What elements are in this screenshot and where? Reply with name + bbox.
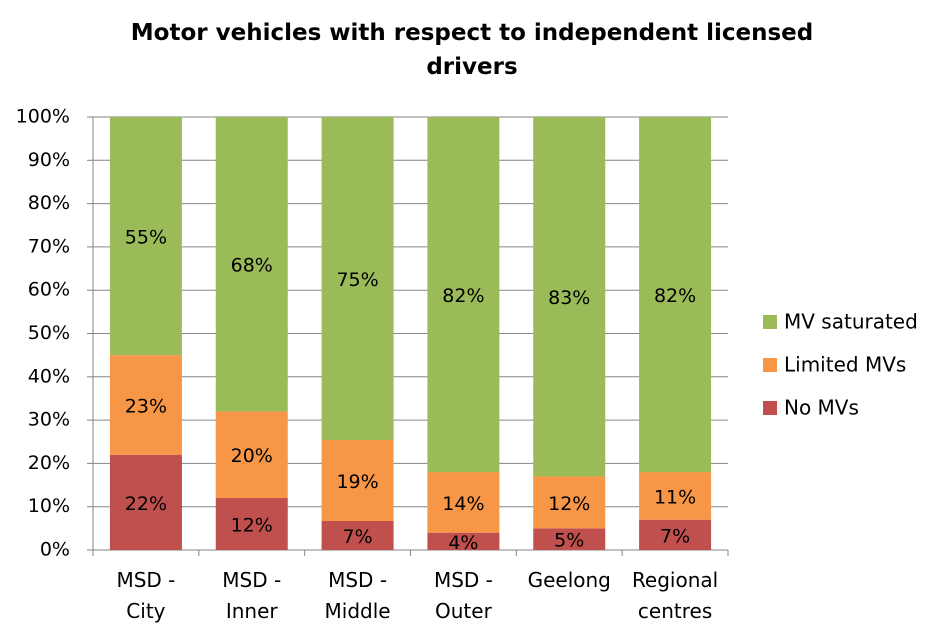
bar-segment (533, 528, 606, 550)
y-tick-label: 40% (28, 365, 70, 387)
y-tick-label: 80% (28, 192, 70, 214)
data-label: 12% (231, 515, 273, 537)
x-tick-label: MSD - Inner (222, 568, 282, 623)
bar-segment (109, 454, 182, 550)
data-label: 68% (231, 255, 273, 277)
bar-segment (215, 117, 288, 412)
data-label: 83% (548, 287, 590, 309)
y-tick-label: 60% (28, 279, 70, 301)
y-tick-label: 100% (16, 106, 70, 128)
bar-segment (321, 117, 394, 441)
data-label: 14% (442, 493, 484, 515)
legend-swatch (763, 315, 777, 329)
x-tick-label: Geelong (527, 568, 611, 592)
x-tick-label: MSD - City (116, 568, 176, 623)
y-tick-label: 70% (28, 235, 70, 257)
data-label: 82% (654, 285, 696, 307)
legend-swatch (763, 358, 777, 372)
data-label: 20% (231, 445, 273, 467)
bar-segment (639, 117, 712, 473)
data-label: 22% (125, 493, 167, 515)
y-tick-label: 20% (28, 452, 70, 474)
legend-swatch (763, 401, 777, 415)
bar-segment (109, 117, 182, 356)
bar-segment (639, 519, 712, 550)
data-label: 7% (343, 526, 373, 548)
data-label: 55% (125, 227, 167, 249)
data-label: 5% (554, 530, 584, 552)
data-label: 23% (125, 395, 167, 417)
x-tick-label: MSD - Middle (324, 568, 391, 623)
data-label: 11% (654, 486, 696, 508)
legend-label: No MVs (784, 396, 859, 420)
x-tick-label: MSD - Outer (433, 568, 493, 623)
bar-segment (639, 472, 712, 520)
bar-segment (321, 440, 394, 521)
legend-label: MV saturated (784, 310, 918, 334)
bar-segment (427, 117, 500, 473)
bar-segment (533, 476, 606, 529)
y-tick-label: 30% (28, 409, 70, 431)
data-label: 82% (442, 285, 484, 307)
y-tick-label: 0% (40, 539, 70, 561)
bar-segment (109, 355, 182, 455)
y-tick-label: 10% (28, 495, 70, 517)
legend-label: Limited MVs (784, 353, 906, 377)
bar-segment (321, 520, 394, 550)
bar-segment (215, 411, 288, 499)
data-label: 4% (448, 532, 478, 554)
data-label: 7% (660, 525, 690, 547)
chart-title: Motor vehicles with respect to independe… (130, 20, 814, 80)
data-label: 19% (336, 471, 378, 493)
y-tick-label: 50% (28, 322, 70, 344)
y-tick-label: 90% (28, 149, 70, 171)
bar-segment (427, 472, 500, 533)
bar-segment (533, 117, 606, 477)
x-tick-label: Regional centres (631, 568, 719, 623)
bar-segment (427, 532, 500, 550)
data-label: 75% (336, 269, 378, 291)
bar-segment (215, 498, 288, 550)
data-label: 12% (548, 493, 590, 515)
